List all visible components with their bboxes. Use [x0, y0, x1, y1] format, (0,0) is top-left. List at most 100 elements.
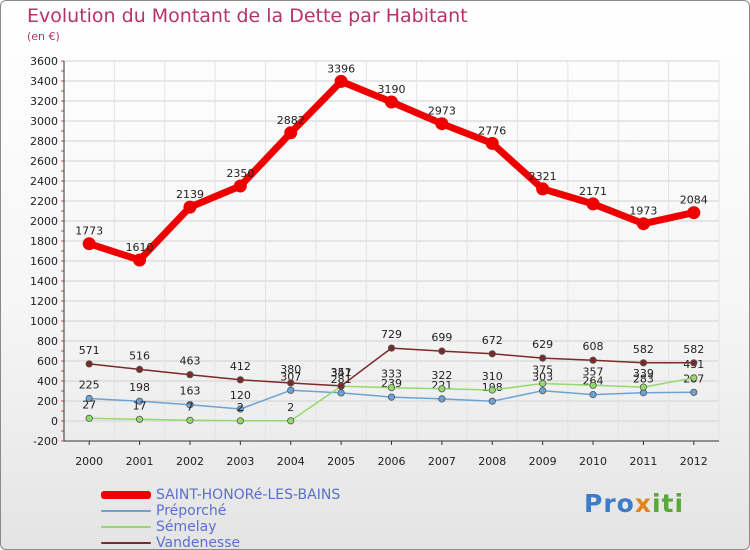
y-tick-label: 200	[37, 395, 58, 408]
y-tick-label: 3400	[30, 75, 58, 88]
data-label: 582	[633, 343, 654, 356]
data-point	[539, 379, 547, 388]
legend-label: Vandenesse	[156, 535, 241, 550]
data-point	[536, 182, 550, 196]
data-point	[233, 179, 247, 193]
legend-swatch	[101, 491, 151, 499]
data-point	[287, 379, 295, 387]
data-label: 2973	[428, 105, 456, 118]
x-tick-label: 2006	[378, 455, 406, 468]
data-label: 198	[129, 381, 150, 394]
y-tick-label: 800	[37, 335, 58, 348]
data-point	[287, 417, 295, 425]
x-tick-label: 2011	[629, 455, 657, 468]
proxiti-logo: Proxiti	[584, 489, 684, 518]
x-tick-label: 2002	[176, 455, 204, 468]
chart-legend: SAINT-HONORé-LES-BAINS Préporché Sémelay Va…	[101, 487, 341, 550]
data-label: 2350	[226, 167, 254, 180]
y-tick-label: 2000	[30, 215, 58, 228]
data-label: 310	[482, 370, 503, 383]
y-tick-label: 1400	[30, 275, 58, 288]
data-point	[135, 365, 144, 373]
data-point	[435, 117, 449, 131]
y-tick-label: 3200	[30, 95, 58, 108]
legend-swatch	[101, 510, 151, 512]
data-label: 1773	[75, 225, 103, 238]
data-point	[438, 385, 446, 393]
data-point	[183, 200, 197, 214]
data-label: 2776	[478, 124, 506, 137]
x-tick-label: 2003	[226, 455, 254, 468]
y-tick-label: 600	[37, 355, 58, 368]
data-point	[589, 390, 597, 399]
data-label: 412	[230, 360, 251, 373]
data-point	[438, 395, 446, 403]
data-label: 2171	[579, 185, 607, 198]
x-tick-label: 2009	[529, 455, 557, 468]
y-tick-label: 1000	[30, 315, 58, 328]
data-point	[337, 382, 345, 390]
data-point	[236, 417, 244, 425]
data-point	[539, 387, 547, 395]
data-point	[135, 397, 144, 405]
data-point	[488, 386, 496, 394]
data-point	[488, 350, 496, 358]
legend-swatch	[101, 526, 151, 528]
data-label: 608	[583, 340, 604, 353]
data-point	[639, 359, 648, 367]
data-label: 264	[583, 375, 604, 388]
data-label: 322	[431, 369, 452, 382]
legend-item: Sémelay	[101, 519, 340, 535]
x-tick-label: 2010	[579, 455, 607, 468]
data-point	[337, 389, 345, 397]
legend-label: Préporché	[156, 503, 227, 519]
data-point	[639, 383, 648, 391]
data-point	[438, 347, 446, 355]
x-tick-label: 2005	[327, 455, 355, 468]
data-point	[284, 126, 298, 140]
data-point	[387, 393, 396, 401]
data-point	[85, 394, 93, 403]
data-point	[690, 374, 698, 382]
data-label: 225	[79, 379, 100, 392]
data-point	[186, 416, 194, 424]
data-label: 333	[381, 368, 402, 381]
data-label: 2139	[176, 188, 204, 201]
data-point	[636, 217, 650, 231]
legend-item: Préporché	[101, 503, 340, 519]
data-point	[236, 376, 244, 384]
data-label: 516	[129, 349, 150, 362]
x-tick-label: 2007	[428, 455, 456, 468]
logo-part-2: x	[634, 489, 652, 518]
data-label: 2	[287, 401, 294, 414]
data-point	[82, 237, 96, 251]
data-label: 629	[532, 338, 553, 351]
legend-label: Sémelay	[156, 519, 217, 535]
data-label: 2882	[277, 114, 305, 127]
data-point	[589, 356, 597, 364]
data-point	[539, 354, 547, 362]
data-point	[186, 371, 194, 379]
data-label: 3190	[378, 83, 406, 96]
y-tick-label: 1600	[30, 255, 58, 268]
legend-label: SAINT-HONORé-LES-BAINS	[156, 487, 341, 503]
data-label: 307	[280, 370, 301, 383]
data-label: 672	[482, 334, 503, 347]
y-tick-label: -200	[33, 435, 58, 448]
data-point	[135, 415, 144, 423]
data-label: 2084	[680, 194, 708, 207]
data-label: 347	[331, 366, 352, 379]
x-tick-label: 2004	[277, 455, 305, 468]
data-label: 463	[179, 355, 200, 368]
data-label: 1973	[629, 205, 657, 218]
y-tick-label: 1800	[30, 235, 58, 248]
data-point	[236, 405, 244, 413]
y-tick-label: 2200	[30, 195, 58, 208]
data-label: 339	[633, 367, 654, 380]
logo-part-3: iti	[651, 489, 685, 518]
data-label: 303	[532, 371, 553, 384]
data-label: 351	[331, 366, 352, 379]
data-point	[387, 384, 396, 392]
